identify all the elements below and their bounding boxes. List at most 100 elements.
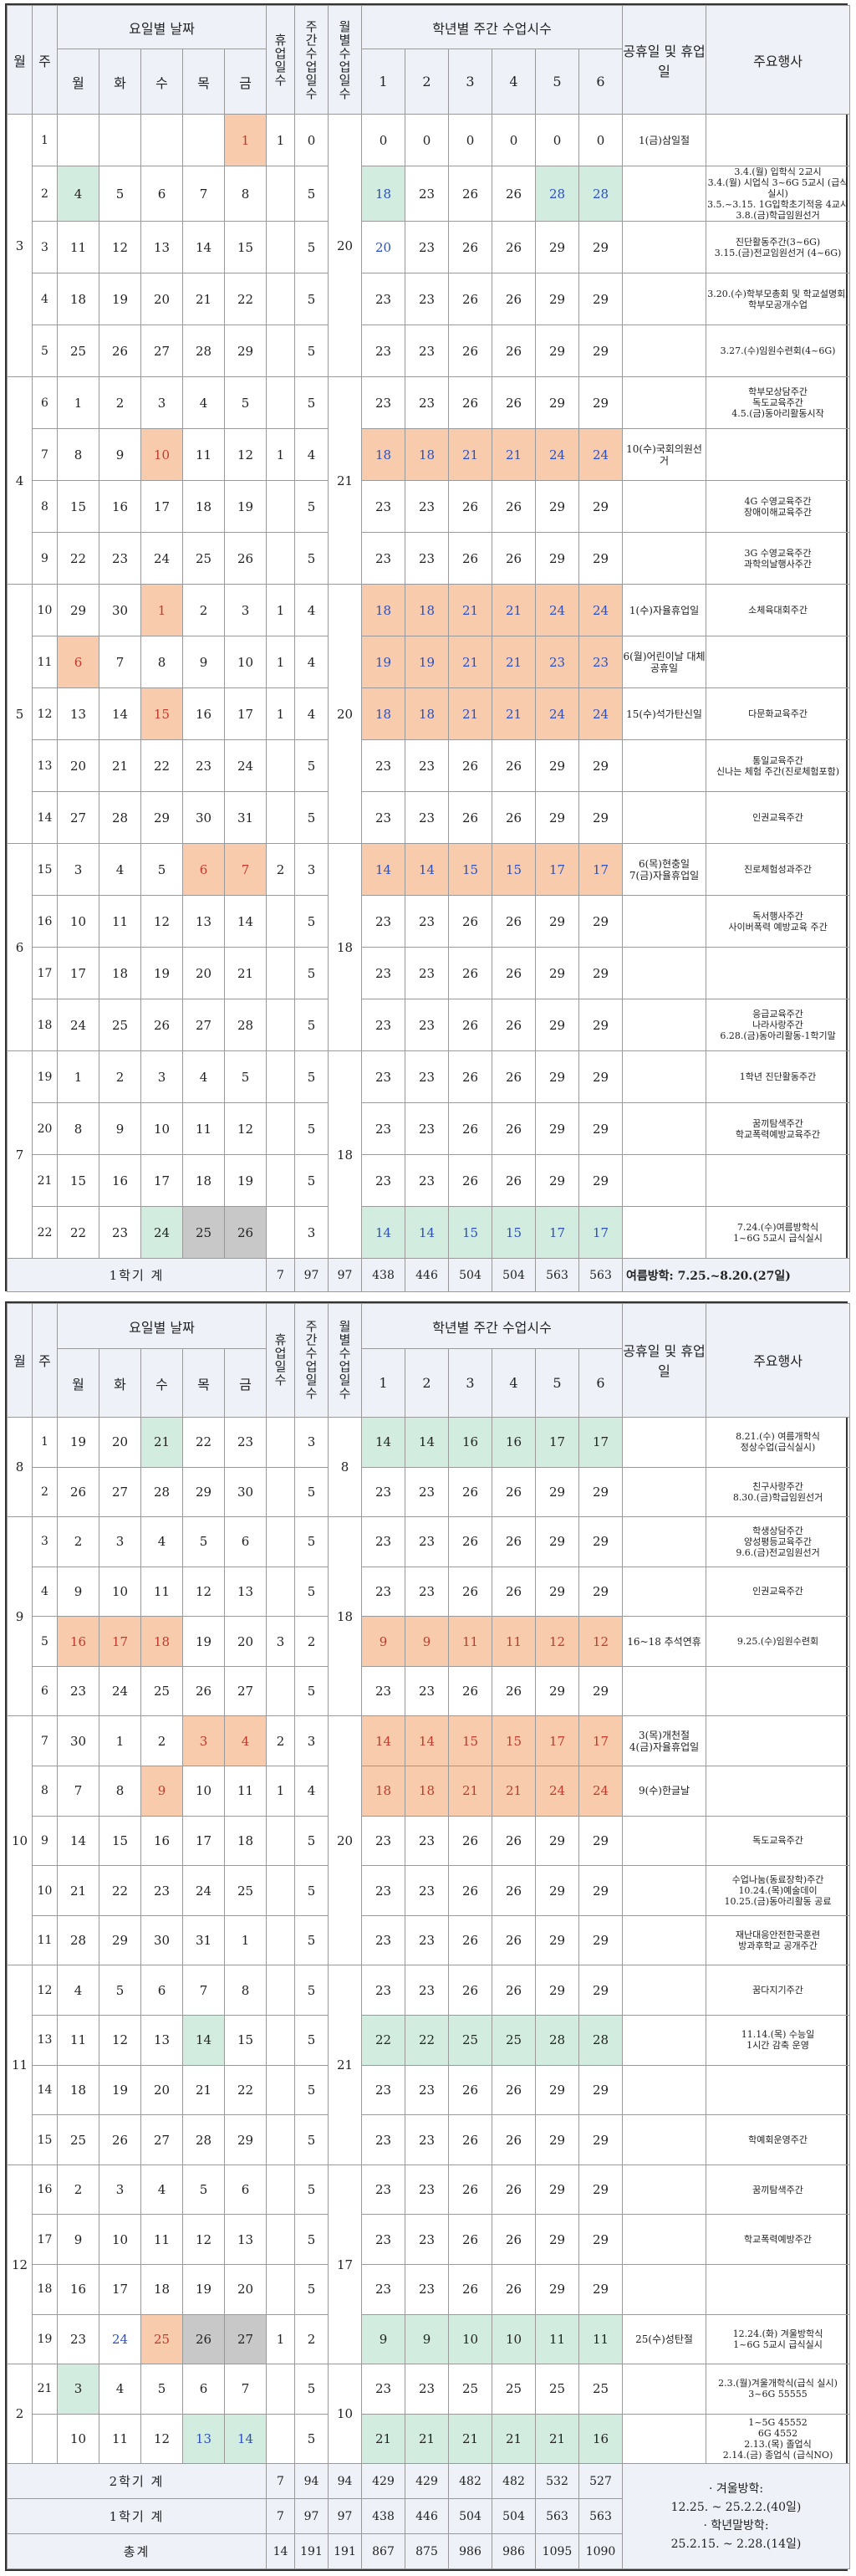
total-grade-hours: 446	[405, 1258, 449, 1292]
day-date: 10	[224, 636, 267, 688]
grade-hours: 11	[492, 1616, 536, 1667]
week-row: 10 7 30 1 2 3 4 2 3 20 14 14 15 15 17 17 3(목)개천절 4(금)자율휴…	[7, 1715, 851, 1966]
day-date: 10	[99, 1566, 141, 1618]
day-date: 4	[140, 2164, 183, 2216]
day-date: 22	[57, 532, 99, 585]
day-date: 7	[57, 1766, 99, 1817]
total-grade-hours: 429	[405, 2463, 449, 2500]
grade-hours: 26	[448, 1865, 492, 1916]
week-row: 5 10 29 30 1 2 3 1 4 20 18 18 21 21 24 24 1(수)자율휴업일 소체육대회…	[7, 584, 851, 844]
day-date: 22	[224, 273, 267, 325]
grade-hours: 29	[578, 791, 624, 844]
grade-hours: 29	[535, 1466, 579, 1518]
week-number: 16	[32, 895, 58, 948]
holiday-count: 1	[266, 114, 295, 166]
week-number: 16	[32, 2164, 58, 2216]
grade-hours: 14	[405, 1715, 449, 1767]
grade-hours: 0	[535, 114, 579, 166]
vacation-note-line: · 학년말방학:	[703, 2518, 769, 2533]
grade-hours: 23	[405, 1914, 449, 1966]
day-date: 26	[140, 999, 183, 1051]
rest-day-note	[622, 1466, 707, 1518]
day-date: 26	[57, 1466, 99, 1518]
day-date: 12	[140, 2413, 183, 2465]
week-number: 6	[32, 1665, 58, 1717]
week-number: 15	[32, 2114, 58, 2165]
day-date: 5	[140, 2364, 183, 2415]
weekly-days: 5	[294, 325, 329, 377]
day-date: 25	[57, 2114, 99, 2165]
day-date: 17	[140, 480, 183, 533]
week-number: 1	[32, 1416, 58, 1468]
day-date: 18	[57, 273, 99, 325]
week-row: 3 11 12 13 14 15 5 20 23 26 26 29 29 진단활동주간(3~6G) 3.1…	[8, 221, 851, 273]
day-date: 11	[99, 895, 141, 948]
header-holidays: 휴업일수	[266, 1303, 295, 1418]
grade-hours: 23	[361, 2064, 405, 2116]
day-date: 19	[140, 947, 183, 999]
grade-hours: 18	[405, 1766, 449, 1817]
day-date: 24	[140, 1206, 183, 1259]
day-date: 27	[224, 1665, 267, 1717]
day-date: 12	[140, 895, 183, 948]
grade-hours: 29	[535, 1914, 579, 1966]
holiday-count	[266, 1154, 295, 1207]
holiday-count	[266, 1102, 295, 1155]
week-number: 14	[32, 2064, 58, 2116]
header-monthly-days-label: 월별수업일수	[337, 1320, 352, 1401]
grade-hours: 23	[361, 1566, 405, 1618]
grade-hours: 14	[361, 1206, 405, 1259]
holiday-count	[266, 2264, 295, 2315]
event-note: 7.24.(수)여름방학식 1~6G 5교시 급식실시	[706, 1206, 851, 1259]
week-number: 2	[32, 1466, 58, 1518]
day-date: 17	[140, 1154, 183, 1207]
day-date: 8	[57, 428, 99, 481]
day-date: 17	[99, 2264, 141, 2315]
grade-hours: 29	[578, 376, 624, 429]
day-date: 29	[57, 584, 99, 636]
grade-hours: 23	[361, 2114, 405, 2165]
holiday-count	[266, 532, 295, 585]
grade-hours: 29	[535, 947, 579, 999]
rest-day-note	[622, 221, 707, 273]
holiday-count	[266, 2364, 295, 2415]
day-date: 7	[224, 843, 267, 896]
holiday-count	[266, 2413, 295, 2465]
grade-hours: 21	[535, 2413, 579, 2465]
grade-hours: 24	[535, 428, 579, 481]
week-row: 14 18 19 20 21 22 5 23 23 26 26 29 29	[8, 2064, 851, 2116]
grade-hours: 26	[448, 376, 492, 429]
day-date: 21	[182, 2064, 225, 2116]
day-date: 11	[140, 2214, 183, 2265]
week-row: 6 15 3 4 5 6 7 2 3 18 14 14 15 15 17 17 6(목)현충일 7(금)자율휴업…	[7, 843, 851, 1051]
holiday-count	[266, 1566, 295, 1618]
header-rest-days: 공휴일 및 휴업일	[622, 1303, 707, 1418]
grade-hours: 29	[578, 2114, 624, 2165]
grade-hours: 21	[448, 2413, 492, 2465]
total-grade-hours: 875	[405, 2533, 449, 2569]
day-date: 6	[57, 636, 99, 688]
event-note: 독도교육주간	[706, 1815, 851, 1867]
grade-hours: 14	[361, 843, 405, 896]
grade-hours: 26	[492, 2114, 536, 2165]
weekly-days: 5	[294, 895, 329, 948]
week-row: 22 22 23 24 25 26 3 14 14 15 15 17 17 7.24.(수)여름방학식 1…	[8, 1206, 851, 1259]
week-number: 9	[32, 1815, 58, 1867]
grade-hours: 23	[405, 1466, 449, 1518]
day-date: 3	[182, 1715, 225, 1767]
day-date: 13	[182, 895, 225, 948]
header-day-4: 금	[224, 1348, 267, 1418]
monthly-days: 20	[328, 114, 362, 377]
grade-hours: 26	[448, 1665, 492, 1717]
grade-hours: 15	[492, 843, 536, 896]
weekly-days: 5	[294, 2364, 329, 2415]
weekly-days: 5	[294, 221, 329, 273]
day-date: 17	[99, 1616, 141, 1667]
grade-hours: 12	[578, 1616, 624, 1667]
weekly-days: 5	[294, 1865, 329, 1916]
day-date: 26	[224, 532, 267, 585]
week-number: 9	[32, 532, 58, 585]
grade-hours: 23	[405, 999, 449, 1051]
total-holidays: 7	[266, 2463, 295, 2500]
holiday-count: 1	[266, 636, 295, 688]
